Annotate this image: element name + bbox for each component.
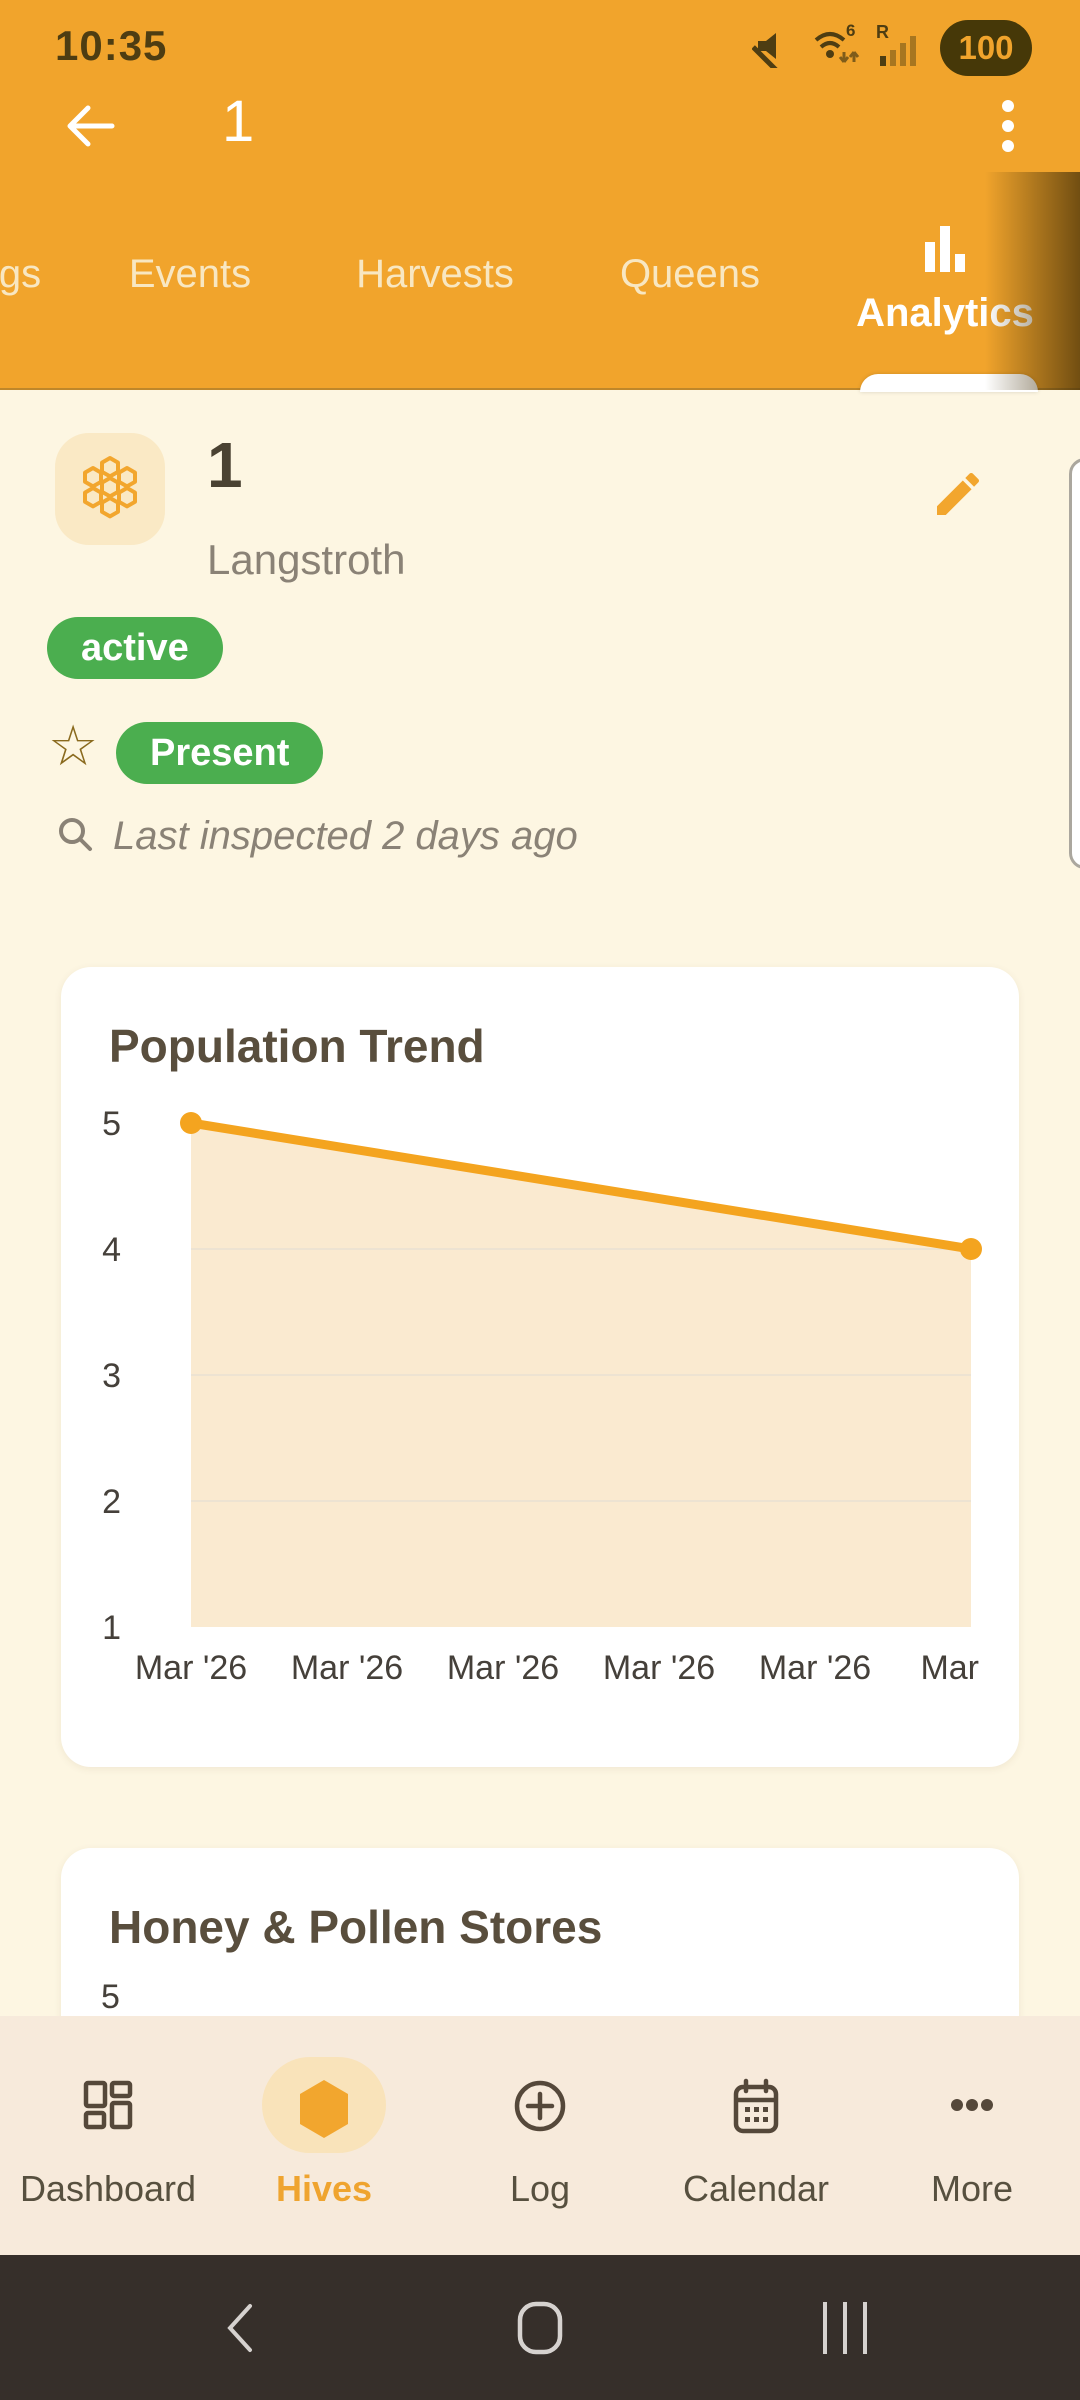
nav-label: Hives	[275, 2168, 373, 2209]
tab-label: Harvests	[356, 252, 514, 296]
population-trend-chart: 5 4 3 2 1 Mar '26 Mar '26 Mar '26 Mar '26 Mar '26…	[102, 1105, 982, 1687]
svg-text:Mar '26: Mar '26	[447, 1649, 559, 1687]
nav-label: More	[930, 2168, 1014, 2209]
hive-hexagon-icon	[295, 2078, 353, 2143]
tab-events[interactable]: Events	[100, 252, 280, 297]
kebab-menu-icon	[980, 100, 1036, 161]
mute-icon	[751, 24, 796, 73]
svg-text:5: 5	[102, 1105, 121, 1143]
nav-item-calendar[interactable]: Calendar	[648, 2016, 864, 2255]
chart-title: Population Trend	[109, 1020, 485, 1072]
active-tab-indicator	[860, 374, 1038, 392]
tab-harvests[interactable]: Harvests	[330, 252, 540, 297]
system-home-button[interactable]	[460, 2255, 620, 2400]
tab-queens[interactable]: Queens	[590, 252, 790, 297]
y-axis-tick: 5	[101, 1978, 120, 2016]
tab-label: Analytics	[856, 291, 1034, 335]
star-icon[interactable]: ☆	[48, 714, 99, 779]
signal-icon: R	[876, 22, 926, 75]
svg-text:4: 4	[102, 1231, 121, 1269]
add-circle-icon	[512, 2078, 568, 2137]
bar-chart-icon	[840, 222, 1050, 281]
svg-text:3: 3	[102, 1357, 121, 1395]
battery-indicator: 100	[940, 20, 1032, 76]
nav-item-log[interactable]: Log	[432, 2016, 648, 2255]
system-back-icon	[227, 2303, 252, 2352]
queen-badge-label: Present	[150, 731, 290, 774]
nav-item-more[interactable]: More	[864, 2016, 1080, 2255]
svg-text:6: 6	[846, 22, 855, 40]
hive-type: Langstroth	[207, 536, 406, 583]
status-badge-label: active	[81, 626, 189, 669]
honeycomb-icon	[77, 452, 143, 527]
tab-truncated[interactable]: gs	[0, 252, 50, 297]
queen-status-badge: Present	[116, 722, 324, 784]
hive-avatar	[55, 433, 165, 545]
back-button[interactable]	[58, 94, 122, 158]
last-inspected-row: Last inspected 2 days ago	[55, 814, 578, 859]
svg-text:R: R	[876, 22, 889, 42]
nav-item-dashboard[interactable]: Dashboard	[0, 2016, 216, 2255]
system-recents-icon	[823, 2301, 867, 2354]
bottom-navigation: Dashboard Hives Log	[0, 2016, 1080, 2255]
scrollbar-thumb[interactable]	[1069, 458, 1080, 869]
svg-text:Mar '26: Mar '26	[135, 1649, 247, 1687]
wifi-icon: 6	[810, 21, 862, 75]
svg-text:1: 1	[102, 1609, 121, 1647]
dashboard-icon	[81, 2078, 135, 2135]
system-home-icon	[517, 2301, 563, 2354]
system-recents-button[interactable]	[765, 2255, 925, 2400]
tab-label: Events	[128, 252, 252, 296]
svg-text:Mar: Mar	[920, 1649, 979, 1687]
last-inspected-text: Last inspected 2 days ago	[113, 814, 578, 858]
system-back-button[interactable]	[160, 2255, 320, 2400]
overflow-menu-button[interactable]	[980, 94, 1036, 158]
nav-label: Dashboard	[19, 2168, 197, 2209]
status-time: 10:35	[55, 22, 168, 69]
svg-text:Mar '26: Mar '26	[603, 1649, 715, 1687]
svg-text:2: 2	[102, 1483, 121, 1521]
more-dots-icon	[944, 2078, 1000, 2135]
tab-label: Queens	[619, 252, 761, 296]
hive-name: 1	[207, 429, 243, 501]
chart-title: Honey & Pollen Stores	[109, 1901, 603, 1953]
status-icons: 6 R 100	[751, 20, 1032, 76]
tab-bar: gs Events Harvests Queens Analyti	[0, 196, 1080, 388]
app-bar: 1	[0, 86, 1080, 196]
svg-text:Mar '26: Mar '26	[291, 1649, 403, 1687]
status-bar: 10:35 6	[0, 0, 1080, 86]
tab-analytics[interactable]: Analytics	[840, 222, 1050, 336]
system-navigation-bar	[0, 2255, 1080, 2400]
nav-label: Log	[509, 2168, 571, 2209]
app-header: 10:35 6	[0, 0, 1080, 392]
population-trend-card: Population Trend 5 4 3 2 1 Mar '26 Mar '26 Mar …	[61, 967, 1019, 1767]
calendar-icon	[729, 2078, 783, 2139]
pencil-icon	[930, 472, 986, 525]
svg-text:Mar '26: Mar '26	[759, 1649, 871, 1687]
page-title: 1	[222, 89, 255, 154]
nav-label: Calendar	[682, 2168, 830, 2209]
tab-label: gs	[0, 252, 42, 296]
status-badge: active	[47, 617, 223, 679]
magnifier-icon	[55, 814, 95, 859]
battery-level: 100	[958, 29, 1014, 66]
back-arrow-icon	[58, 105, 122, 161]
edit-hive-button[interactable]	[930, 466, 986, 522]
nav-item-hives[interactable]: Hives	[216, 2016, 432, 2255]
